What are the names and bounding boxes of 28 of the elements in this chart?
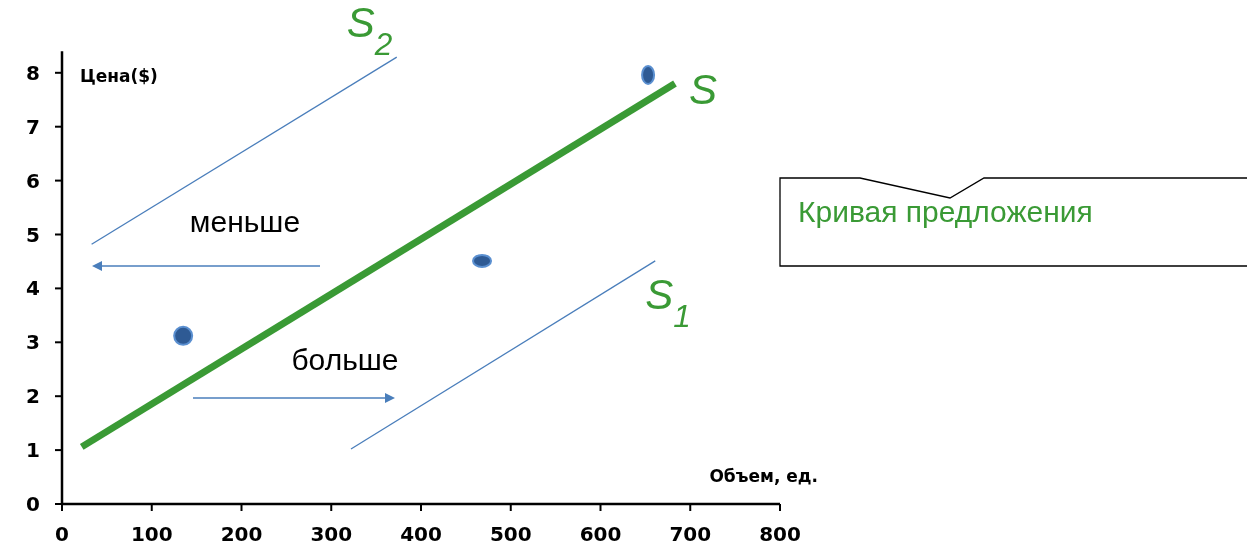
annotation: больше bbox=[291, 343, 399, 376]
x-tick-label: 700 bbox=[669, 522, 712, 546]
y-tick-label: 7 bbox=[26, 114, 40, 139]
x-tick-label: 0 bbox=[55, 522, 69, 546]
x-axis-title: Объем, ед. bbox=[709, 466, 818, 486]
y-axis-title: Цена($) bbox=[80, 66, 158, 86]
x-tick-label: 600 bbox=[579, 522, 622, 546]
x-tick-label: 400 bbox=[400, 522, 442, 546]
y-tick-label: 0 bbox=[26, 492, 40, 516]
point bbox=[472, 253, 493, 268]
y-tick-label: 1 bbox=[26, 438, 40, 463]
y-tick-label: 3 bbox=[26, 330, 40, 355]
point bbox=[173, 325, 194, 346]
series-label: S$_{1}$ bbox=[645, 270, 691, 334]
y-tick-label: 8 bbox=[26, 60, 40, 85]
series-label: S bbox=[688, 65, 718, 113]
series-label: S$_{2}$ bbox=[346, 0, 393, 63]
y-tick-label: 4 bbox=[26, 276, 40, 301]
x-tick-label: 300 bbox=[310, 522, 353, 546]
text: Кривая предложения bbox=[798, 195, 1093, 228]
y-tick-label: 5 bbox=[26, 222, 40, 247]
x-tick-label: 800 bbox=[759, 522, 801, 546]
x-tick-label: 100 bbox=[130, 522, 173, 546]
x-tick-label: 500 bbox=[489, 522, 532, 546]
annotation: меньше bbox=[189, 205, 301, 238]
y-tick-label: 6 bbox=[26, 168, 40, 193]
x-tick-label: 200 bbox=[220, 522, 263, 546]
y-tick-label: 2 bbox=[26, 384, 40, 409]
